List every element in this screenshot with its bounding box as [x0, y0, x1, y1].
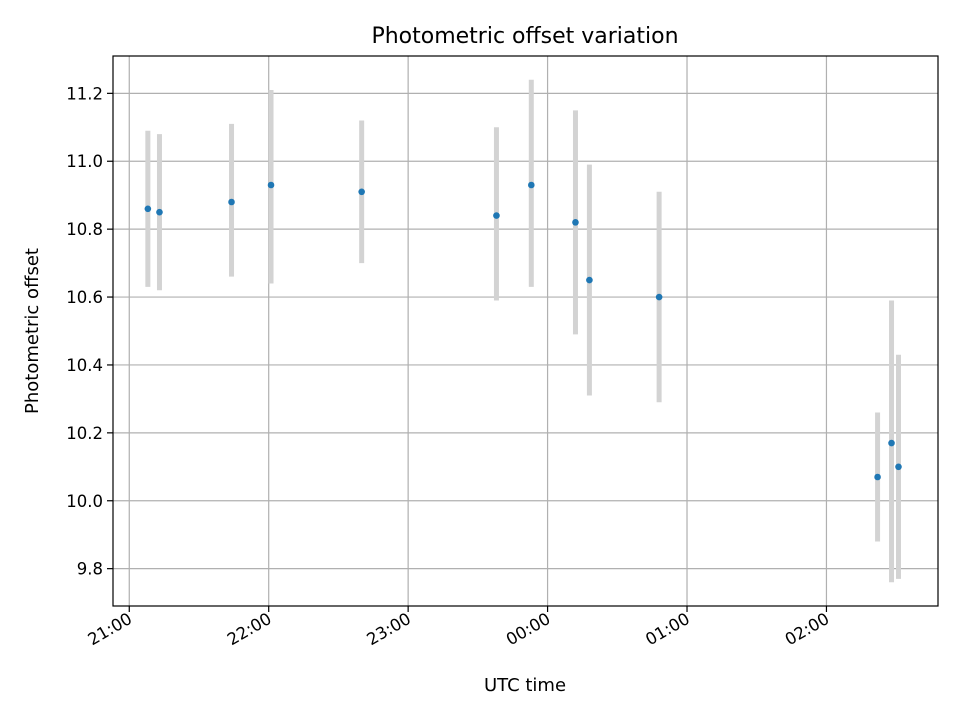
data-point [144, 205, 152, 213]
y-tick-label: 10.2 [66, 424, 103, 443]
plot-frame [112, 55, 939, 607]
y-tick-label: 11.0 [66, 152, 103, 171]
data-point [528, 181, 535, 189]
data-point [888, 439, 895, 447]
data-points [144, 181, 902, 481]
data-point [358, 188, 365, 196]
data-point [228, 198, 235, 206]
data-point [572, 219, 579, 226]
y-tick-label: 10.0 [66, 492, 103, 511]
data-point [874, 473, 881, 481]
y-tick-label: 9.8 [77, 560, 103, 579]
y-tick-label: 10.6 [66, 288, 103, 307]
data-point [586, 276, 593, 284]
data-point [156, 208, 163, 216]
data-point [895, 463, 902, 471]
y-tick-label: 11.2 [66, 84, 103, 103]
data-point [655, 293, 663, 301]
x-axis-label: UTC time [484, 675, 566, 696]
chart-title: Photometric offset variation [371, 24, 678, 49]
y-tick-label: 10.8 [66, 220, 103, 239]
data-point [493, 212, 500, 219]
y-axis-ticks: 9.8 10.0 10.2 10.4 10.6 10.8 11.0 11.2 [66, 84, 113, 579]
data-point [267, 181, 275, 189]
y-tick-label: 10.4 [66, 356, 103, 375]
y-axis-label: Photometric offset [22, 248, 43, 414]
grid [113, 56, 938, 606]
